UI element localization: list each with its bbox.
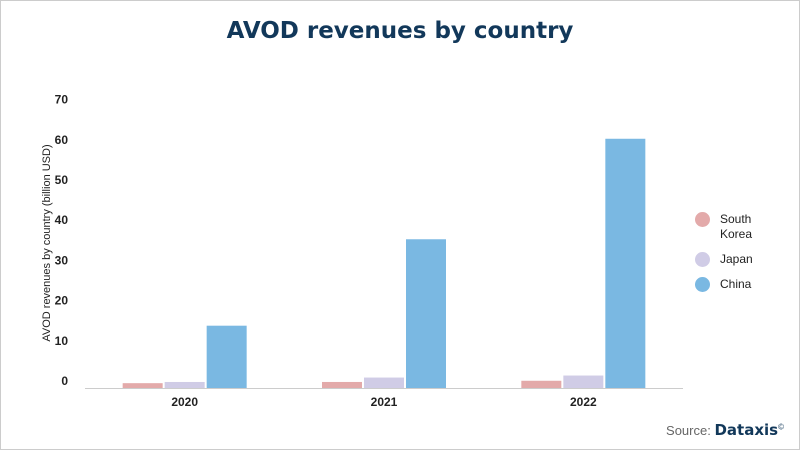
y-tick-label: 50 [55,173,69,187]
bar-japan-2020 [164,381,205,388]
legend-label: China [720,277,752,291]
y-tick-label: 40 [55,213,69,227]
y-tick-label: 10 [55,334,69,348]
bar-china-2021 [406,239,446,388]
bar-china-2022 [605,138,646,388]
dataxis-logo: Dataxis [714,421,779,439]
legend-swatch [695,212,710,227]
legend-item: Japan [695,252,760,267]
bar-japan-2022 [563,375,604,388]
y-tick-label: 20 [55,294,69,308]
y-tick-label: 30 [55,253,69,267]
chart-title: AVOD revenues by country [226,18,574,44]
legend-label: South Korea [720,212,753,241]
bar-south-korea-2022 [521,380,562,388]
legend-swatch [695,252,710,267]
bar-south-korea-2021 [322,381,362,388]
source-label: Source: [666,423,711,438]
bar-south-korea-2020 [122,383,163,388]
y-tick-label: 60 [55,133,69,147]
x-tick-label: 2021 [371,395,398,409]
legend: South Korea Japan China [695,212,760,302]
copyright-mark: © [778,422,784,432]
legend-swatch [695,277,710,292]
y-tick-label: 70 [55,93,69,107]
y-tick-label: 0 [61,374,68,388]
x-tick-label: 2022 [570,395,597,409]
legend-item: South Korea [695,212,760,242]
legend-item: China [695,277,760,292]
bar-china-2020 [206,325,247,388]
bar-japan-2021 [364,377,404,388]
source-credit: Source: Dataxis© [666,421,784,439]
x-tick-label: 2020 [171,395,198,409]
legend-label: Japan [720,252,753,266]
